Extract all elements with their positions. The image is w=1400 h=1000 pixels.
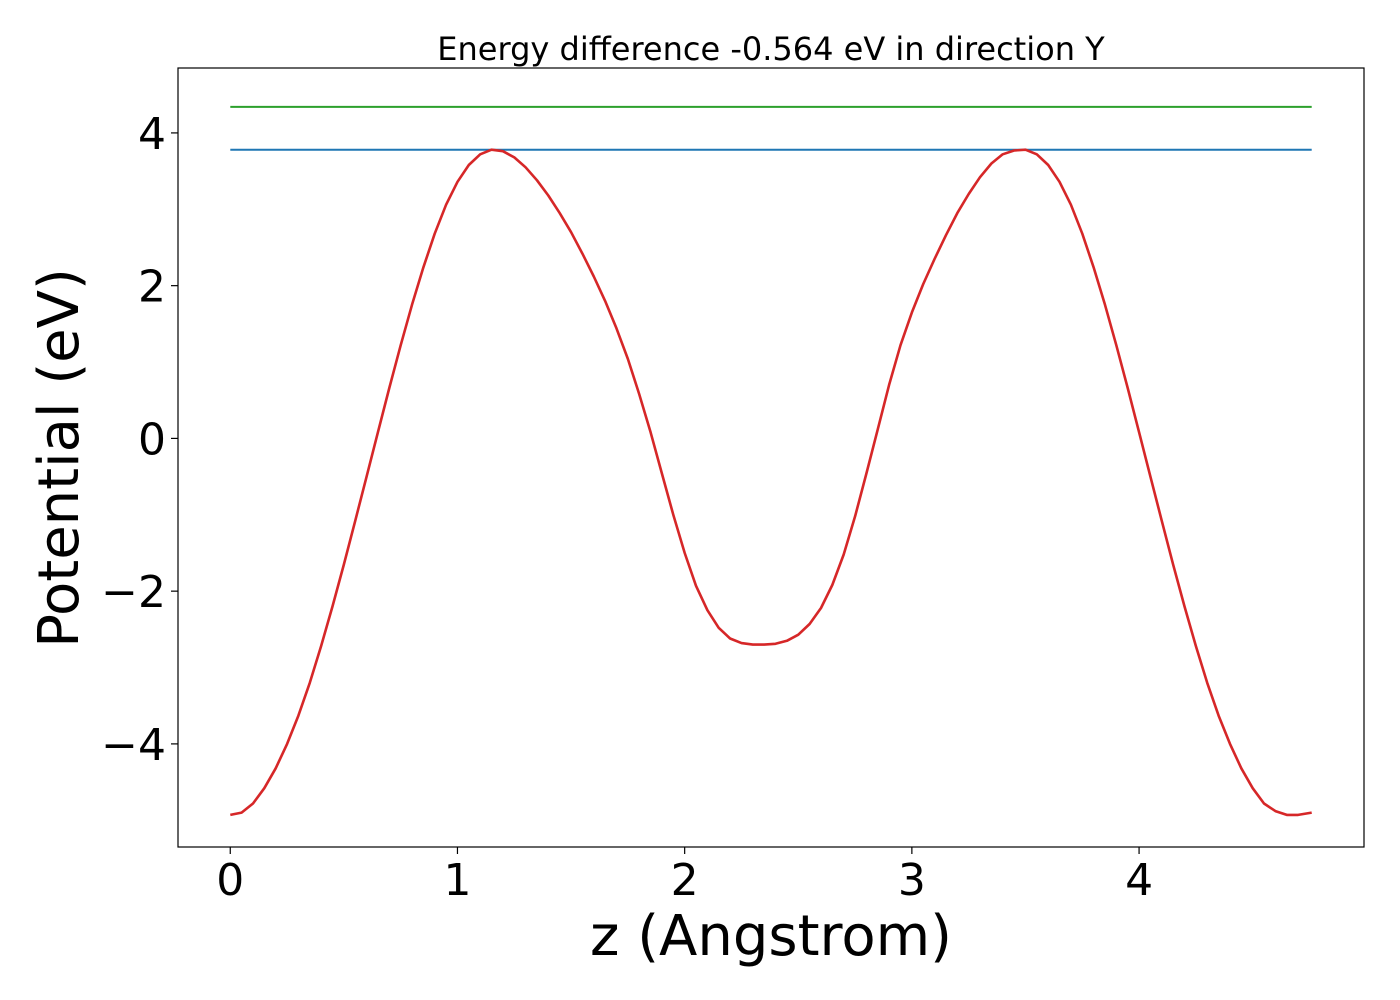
y-tick-label: 4 xyxy=(138,109,166,160)
y-tick-label: −4 xyxy=(101,720,166,771)
y-tick-label: 2 xyxy=(138,262,166,313)
y-tick-label: −2 xyxy=(101,567,166,618)
y-axis-label: Potential (eV) xyxy=(27,268,92,648)
y-tick-label: 0 xyxy=(138,414,166,465)
x-axis-label: z (Angstrom) xyxy=(590,904,952,969)
plot-lines xyxy=(230,105,1312,817)
plot-frame xyxy=(177,67,1365,848)
y-axis-ticks: −4 −2 0 2 4 xyxy=(101,109,178,771)
potential-curve xyxy=(230,148,1312,817)
x-tick-label: 4 xyxy=(1125,855,1153,906)
x-tick-label: 1 xyxy=(443,855,471,906)
x-tick-label: 2 xyxy=(671,855,699,906)
x-tick-label: 3 xyxy=(898,855,926,906)
chart-title: Energy difference -0.564 eV in direction… xyxy=(437,30,1105,68)
x-tick-label: 0 xyxy=(216,855,244,906)
x-axis-ticks: 0 1 2 3 4 xyxy=(216,847,1153,906)
